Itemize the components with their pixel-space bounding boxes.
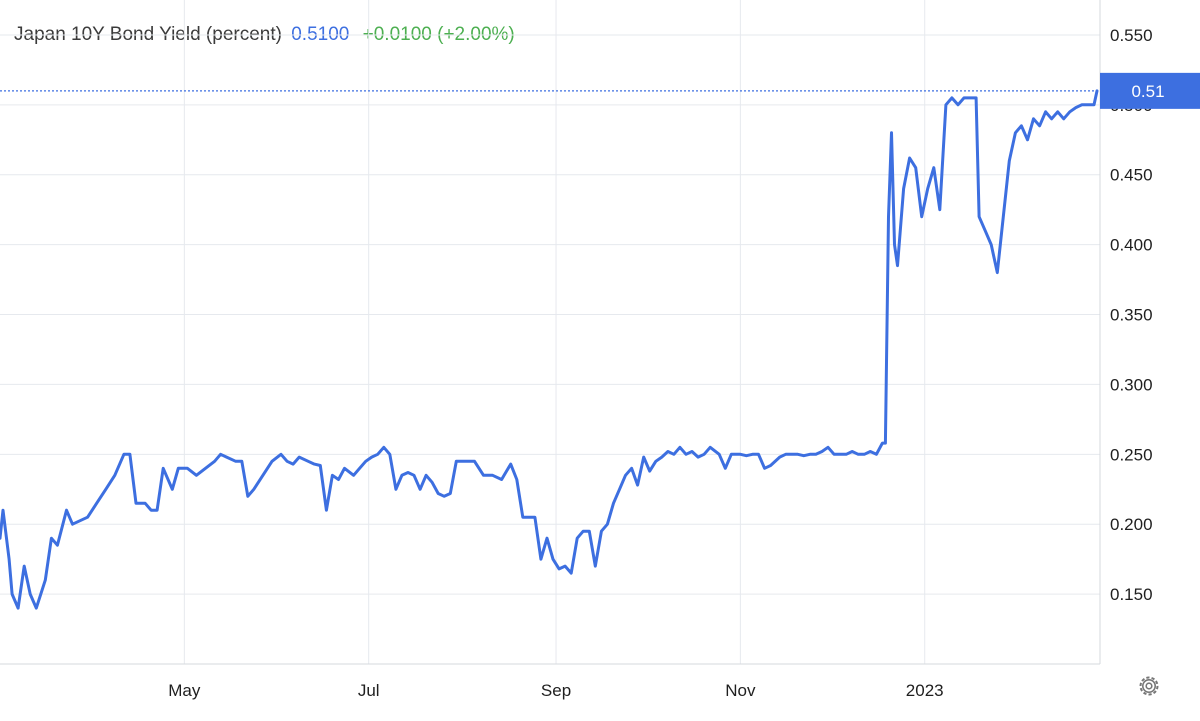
y-tick-label: 0.200	[1110, 515, 1153, 534]
y-tick-label: 0.150	[1110, 585, 1153, 604]
x-tick-label: May	[168, 681, 201, 700]
x-tick-label: Sep	[541, 681, 571, 700]
y-tick-label: 0.300	[1110, 375, 1153, 394]
y-tick-label: 0.450	[1110, 166, 1153, 185]
x-tick-label: 2023	[906, 681, 944, 700]
series-line	[0, 89, 1099, 610]
x-tick-label: Nov	[725, 681, 756, 700]
x-tick-label: Jul	[358, 681, 380, 700]
gear-icon[interactable]	[1136, 673, 1162, 699]
y-tick-label: 0.250	[1110, 445, 1153, 464]
last-value-badge	[1100, 72, 1200, 109]
y-tick-label: 0.400	[1110, 236, 1153, 255]
y-tick-label: 0.550	[1110, 26, 1153, 45]
y-tick-label: 0.350	[1110, 306, 1153, 325]
last-value-badge-label: 0.51	[1131, 82, 1164, 101]
